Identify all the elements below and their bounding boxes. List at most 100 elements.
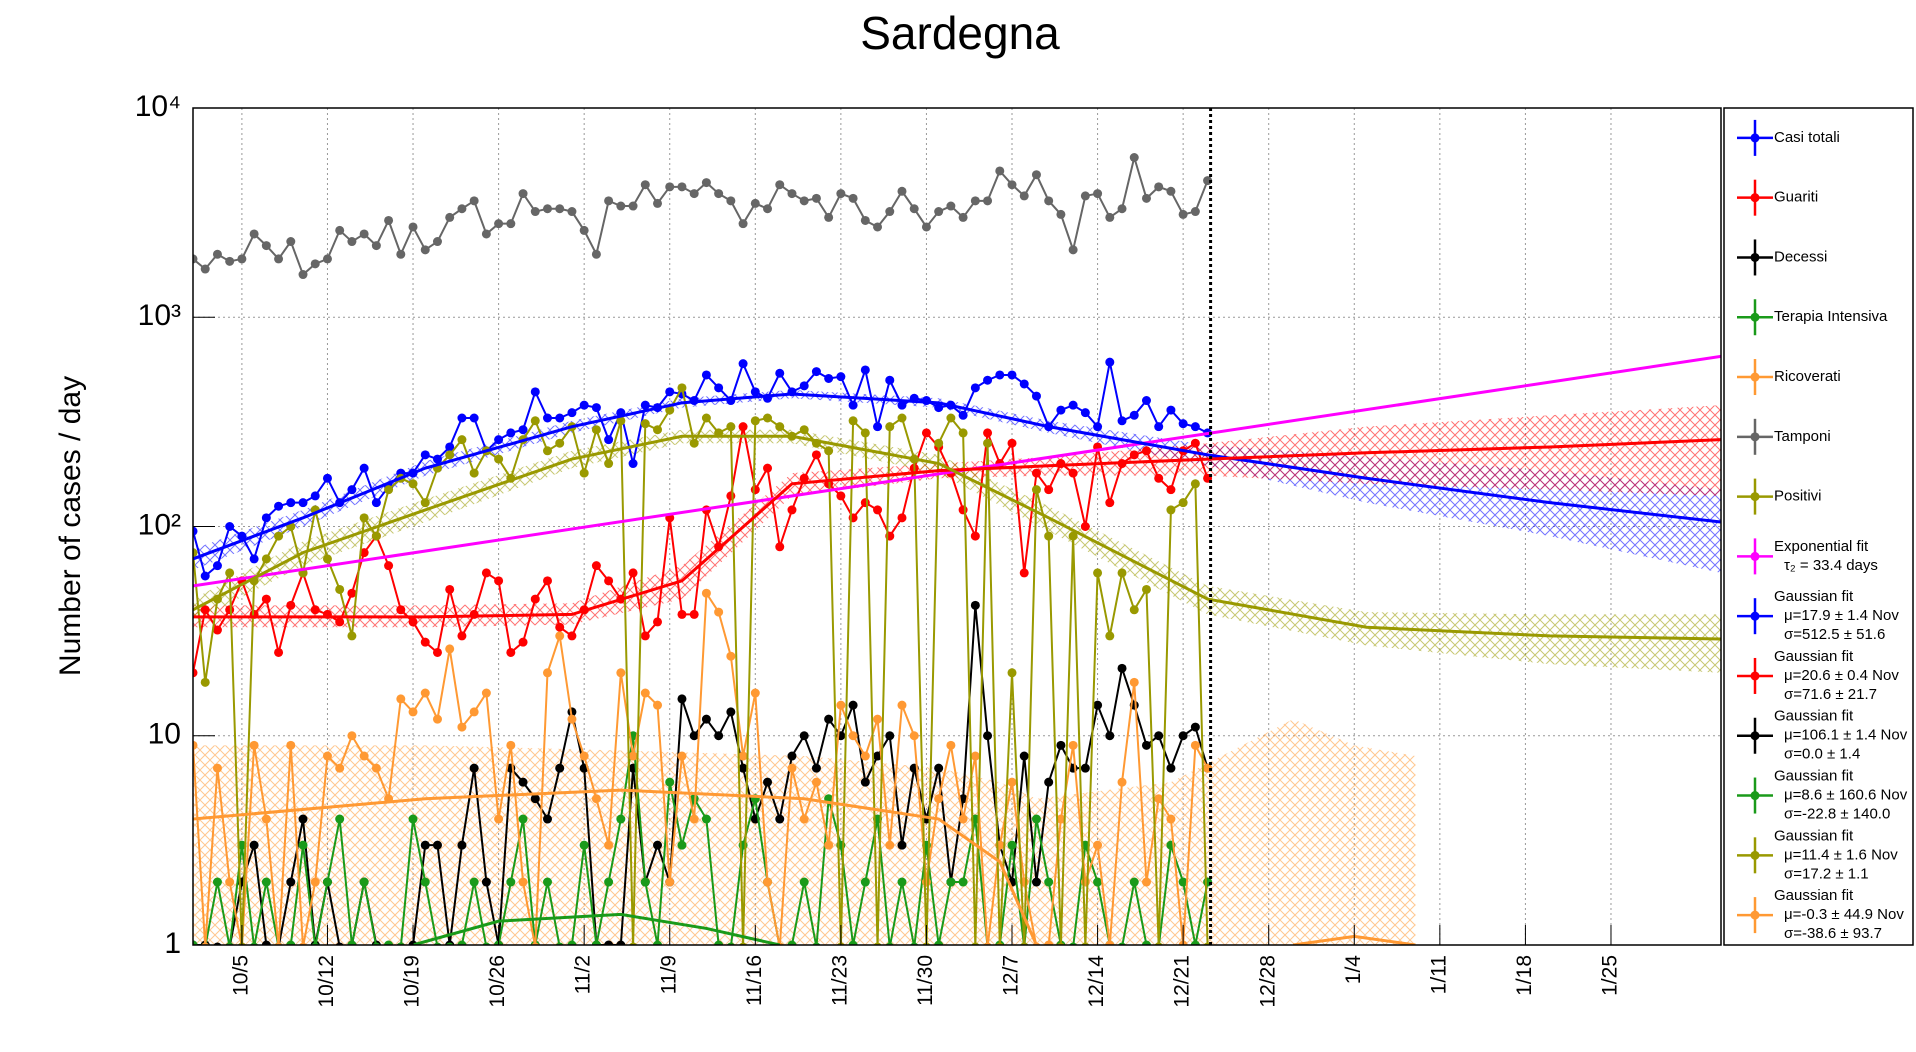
data-point <box>542 446 552 456</box>
data-point <box>958 428 968 438</box>
data-point <box>555 763 565 773</box>
data-point <box>653 425 663 435</box>
x-tick-label: 1/18 <box>1513 955 1536 996</box>
data-point <box>983 438 993 448</box>
data-point <box>298 498 308 508</box>
data-point <box>897 840 907 850</box>
data-point <box>249 554 259 564</box>
data-point <box>371 531 381 541</box>
data-point <box>763 877 773 887</box>
data-point <box>628 201 638 211</box>
data-point <box>408 222 418 232</box>
data-point <box>481 568 491 578</box>
data-point <box>212 625 222 635</box>
data-point <box>1007 370 1017 380</box>
data-point <box>359 751 369 761</box>
data-point <box>738 219 748 229</box>
data-point <box>591 561 601 571</box>
fit-band <box>193 405 1721 628</box>
data-point <box>885 840 895 850</box>
data-point <box>873 422 883 432</box>
data-point <box>677 383 687 393</box>
chart-title: Sardegna <box>860 7 1060 59</box>
data-point <box>286 600 296 610</box>
data-point <box>836 189 846 199</box>
data-point <box>335 814 345 824</box>
data-point <box>261 940 271 945</box>
data-point <box>432 454 442 464</box>
data-point <box>763 204 773 214</box>
data-point <box>653 198 663 208</box>
data-point <box>1117 568 1127 578</box>
data-point <box>298 840 308 850</box>
data-point <box>347 731 357 741</box>
data-point <box>860 498 870 508</box>
data-point <box>193 548 198 558</box>
data-point <box>579 400 589 410</box>
data-point <box>591 794 601 804</box>
data-point <box>371 241 381 251</box>
data-point <box>653 840 663 850</box>
data-point <box>1081 942 1090 945</box>
data-point <box>335 942 344 945</box>
data-point <box>274 501 284 511</box>
data-point <box>983 196 993 206</box>
data-point <box>298 942 308 945</box>
data-point <box>628 568 638 578</box>
data-point <box>1056 740 1066 750</box>
data-point <box>518 877 528 887</box>
data-point <box>445 442 455 452</box>
data-point <box>1154 731 1164 741</box>
data-point <box>787 505 797 515</box>
data-point <box>958 814 968 824</box>
data-point <box>739 942 748 945</box>
data-point <box>1166 186 1176 196</box>
data-point <box>1105 357 1115 367</box>
data-point <box>836 491 846 501</box>
data-point <box>286 237 296 247</box>
data-point <box>726 651 736 661</box>
data-point <box>885 422 895 432</box>
data-point <box>310 877 320 887</box>
data-point <box>506 647 516 657</box>
data-point <box>677 840 687 850</box>
data-point <box>848 731 858 741</box>
data-point <box>200 571 210 581</box>
data-point <box>824 373 834 383</box>
data-point <box>1056 405 1066 415</box>
series-line <box>193 735 1209 945</box>
y-tick-label: 10² <box>138 508 181 541</box>
data-point <box>249 229 259 239</box>
y-tick-label: 1 <box>164 927 181 960</box>
data-point <box>1117 777 1127 787</box>
data-point <box>261 814 271 824</box>
legend-label: Terapia Intensiva <box>1774 308 1888 325</box>
data-point <box>1105 631 1115 641</box>
data-point <box>726 422 736 432</box>
data-point <box>579 468 589 478</box>
data-point <box>799 473 809 483</box>
data-point <box>1105 731 1115 741</box>
data-point <box>848 400 858 410</box>
data-point <box>1154 794 1164 804</box>
data-point <box>445 644 455 654</box>
data-point <box>1007 438 1017 448</box>
data-point <box>836 700 846 710</box>
data-point <box>225 942 234 945</box>
data-point <box>371 498 381 508</box>
legend-swatch <box>1750 551 1760 561</box>
legend-swatch <box>1750 252 1760 262</box>
data-point <box>775 180 785 190</box>
data-point <box>1031 485 1041 495</box>
data-point <box>579 225 589 235</box>
data-point <box>799 814 809 824</box>
data-point <box>750 198 760 208</box>
data-point <box>420 245 430 255</box>
data-point <box>1105 498 1115 508</box>
legend-label: Gaussian fit <box>1774 768 1854 785</box>
data-point <box>1129 605 1139 615</box>
data-point <box>616 668 626 678</box>
data-point <box>1020 942 1029 945</box>
data-point <box>1019 568 1029 578</box>
data-point <box>335 584 345 594</box>
